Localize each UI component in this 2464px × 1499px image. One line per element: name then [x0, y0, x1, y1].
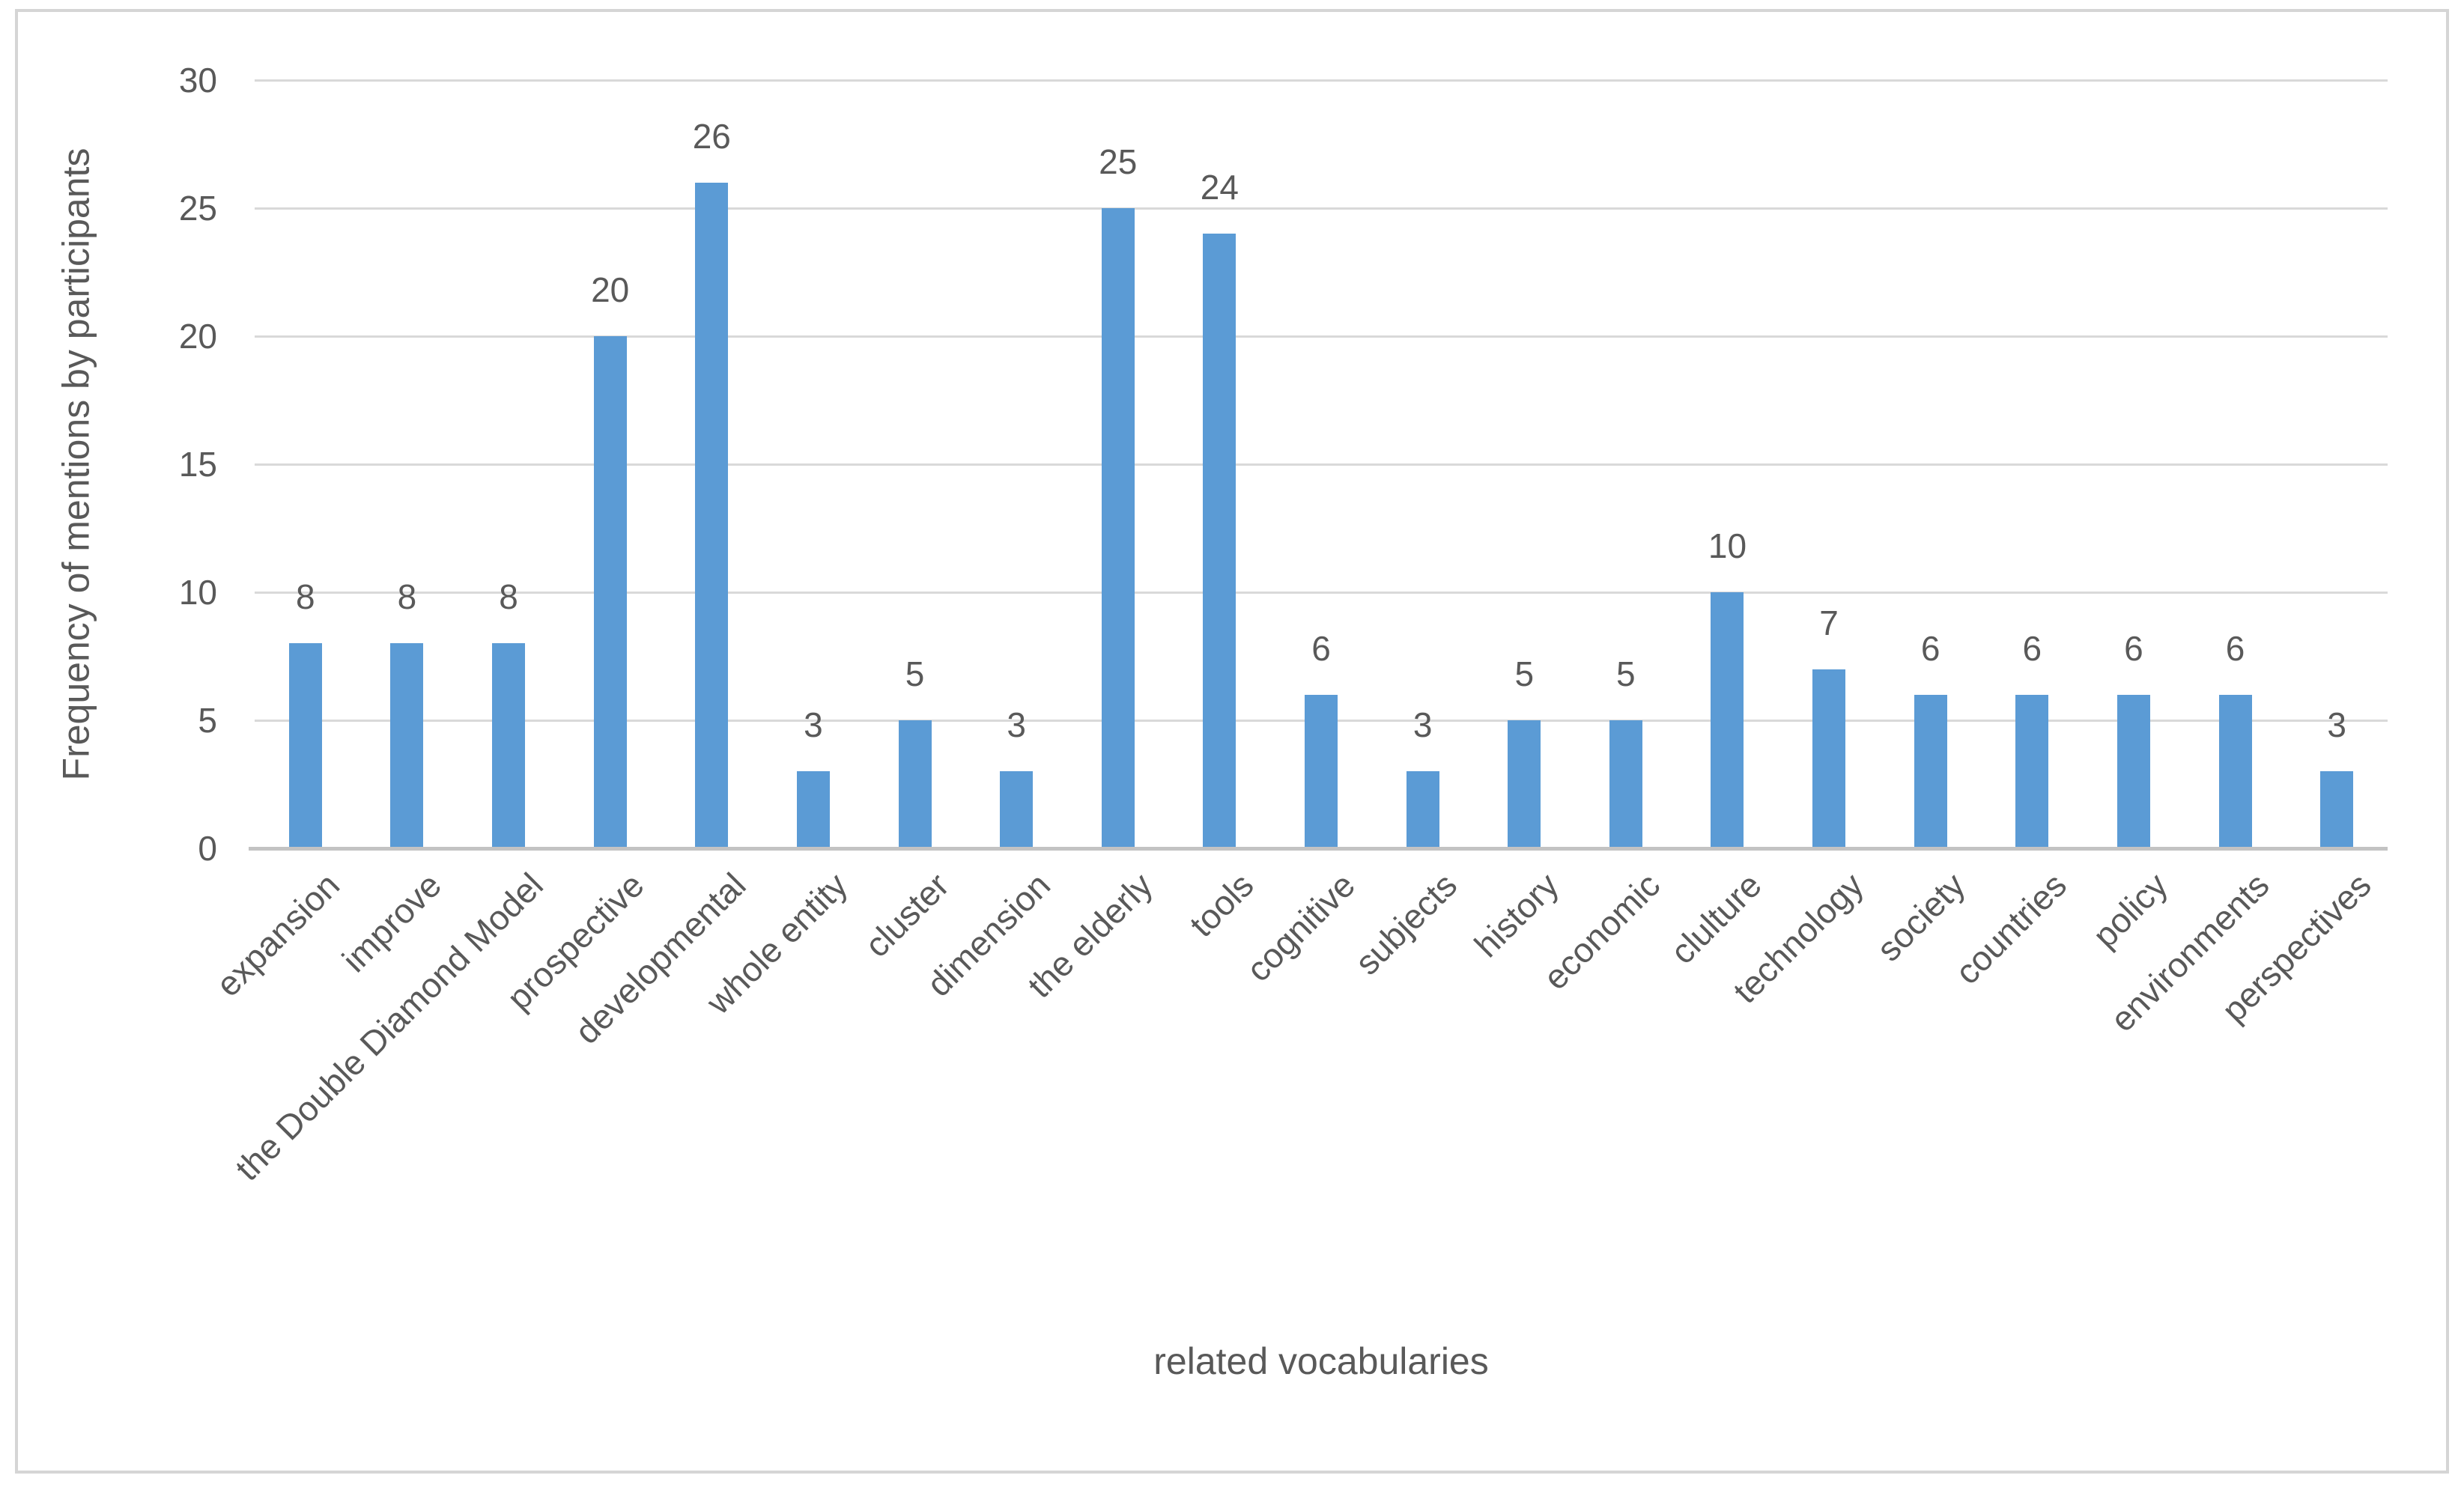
- bar: [1914, 694, 1947, 848]
- bar: [288, 643, 322, 848]
- bar-value-label: 6: [2225, 628, 2245, 668]
- bar: [898, 720, 932, 848]
- gridline: [255, 335, 2388, 338]
- bar: [1203, 234, 1236, 848]
- gridline: [255, 79, 2388, 82]
- bar: [695, 182, 729, 848]
- bar-value-label: 25: [1099, 142, 1138, 181]
- bar-value-label: 5: [905, 654, 925, 693]
- y-tick-label: 15: [178, 445, 217, 484]
- bar-value-label: 6: [2124, 628, 2143, 668]
- y-tick-label: 5: [198, 701, 217, 740]
- y-tick-label: 30: [178, 61, 217, 100]
- bar-value-label: 5: [1616, 654, 1636, 693]
- bar-value-label: 6: [2022, 628, 2042, 668]
- bar-value-label: 5: [1514, 654, 1535, 693]
- bar: [1609, 720, 1642, 848]
- y-tick-label: 20: [178, 317, 217, 356]
- bar-value-label: 7: [1819, 603, 1839, 642]
- bar: [1711, 592, 1744, 848]
- bar-value-label: 8: [499, 577, 518, 617]
- bar: [796, 771, 830, 848]
- bar: [2218, 694, 2252, 848]
- bar-value-label: 8: [296, 577, 315, 617]
- bar-value-label: 3: [1007, 705, 1026, 745]
- bar-value-label: 3: [804, 705, 823, 745]
- gridline: [255, 592, 2388, 594]
- bar: [1812, 669, 1846, 848]
- bar-value-label: 20: [591, 270, 630, 309]
- y-tick-label: 10: [178, 573, 217, 612]
- bar: [1101, 208, 1135, 848]
- bar-value-label: 6: [1311, 628, 1331, 668]
- gridline: [255, 207, 2388, 210]
- bar-value-label: 10: [1708, 526, 1747, 565]
- bar: [390, 643, 424, 848]
- bar: [593, 336, 627, 848]
- bar-value-label: 6: [1920, 628, 1940, 668]
- bar-value-label: 26: [692, 116, 731, 156]
- y-tick-label: 0: [198, 829, 217, 868]
- bar-value-label: 3: [2327, 705, 2346, 745]
- bar-value-label: 8: [397, 577, 417, 617]
- bar: [2320, 771, 2354, 848]
- x-axis-line: [249, 847, 2388, 851]
- x-axis-title: related vocabularies: [1153, 1340, 1489, 1382]
- bar: [1406, 771, 1439, 848]
- bar-value-label: 24: [1200, 168, 1239, 207]
- bar: [492, 643, 526, 848]
- bar: [2116, 694, 2150, 848]
- bar: [1508, 720, 1541, 848]
- y-tick-label: 25: [178, 189, 217, 228]
- bar-value-label: 3: [1412, 705, 1433, 745]
- bar: [2015, 694, 2049, 848]
- bar: [1305, 694, 1338, 848]
- gridline: [255, 463, 2388, 466]
- bar: [1000, 771, 1034, 848]
